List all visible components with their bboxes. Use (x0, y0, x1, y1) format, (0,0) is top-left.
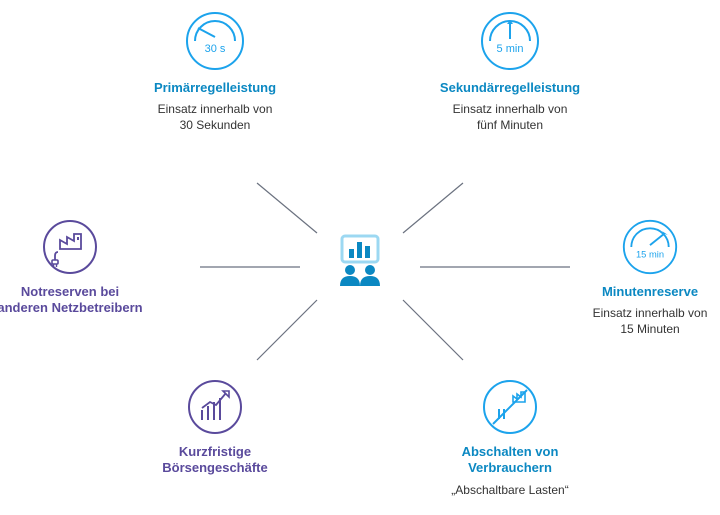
gauge-icon: 15 min (621, 218, 679, 276)
gauge-label: 30 s (205, 43, 226, 55)
node-shed: Abschalten vonVerbrauchern „Abschaltbare… (420, 378, 600, 498)
node-title: Abschalten vonVerbrauchern (420, 444, 600, 477)
node-subtitle: „Abschaltbare Lasten“ (420, 483, 600, 499)
node-minute: 15 min Minutenreserve Einsatz innerhalb … (560, 218, 720, 337)
gauge-icon: 30 s (184, 10, 246, 72)
node-subtitle: Einsatz innerhalb von30 Sekunden (125, 102, 305, 133)
node-subtitle: Einsatz innerhalb von15 Minuten (560, 306, 720, 337)
node-title: Notreserven beianderen Netzbetreibern (0, 284, 160, 317)
gauge-icon: 5 min (479, 10, 541, 72)
node-primary: 30 s Primärregelleistung Einsatz innerha… (125, 10, 305, 133)
node-title: Primärregelleistung (125, 80, 305, 96)
node-title: KurzfristigeBörsengeschäfte (125, 444, 305, 477)
node-reserves: Notreserven beianderen Netzbetreibern (0, 218, 160, 317)
node-subtitle: Einsatz innerhalb vonfünf Minuten (420, 102, 600, 133)
gauge-label: 5 min (497, 43, 524, 55)
node-title: Sekundärregelleistung (420, 80, 600, 96)
node-market: KurzfristigeBörsengeschäfte (125, 378, 305, 477)
node-title: Minutenreserve (560, 284, 720, 300)
chart-up-icon (186, 378, 244, 436)
center-icon (328, 228, 392, 292)
gauge-label: 15 min (636, 249, 664, 259)
shed-load-icon (481, 378, 539, 436)
factory-plug-icon (41, 218, 99, 276)
node-secondary: 5 min Sekundärregelleistung Einsatz inne… (420, 10, 600, 133)
